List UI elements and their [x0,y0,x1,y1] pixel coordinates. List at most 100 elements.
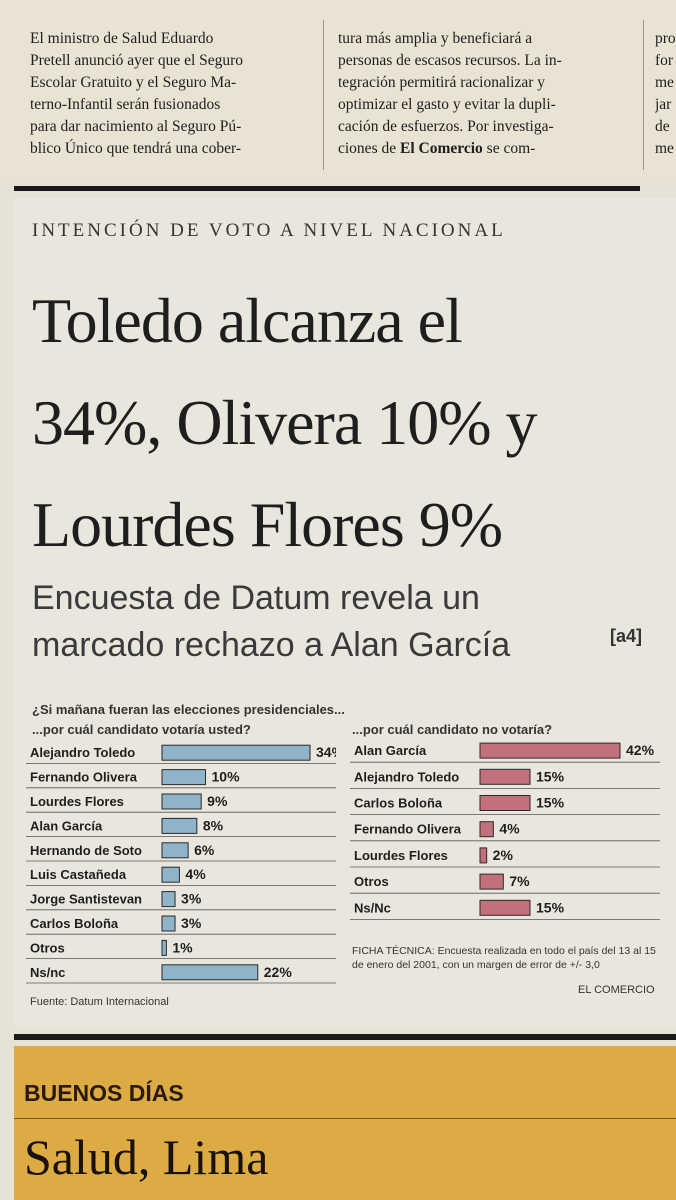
bar [479,768,531,785]
section-title: Salud, Lima [24,1129,269,1185]
bar [479,821,494,838]
article-line: me [655,140,674,157]
bar [161,817,198,834]
category-label: Alejandro Toledo [354,769,459,784]
page-reference: [a4] [610,626,643,646]
category-label: Lourdes Flores [354,848,448,863]
chart-not-vote: Alan García 42% Alejandro Toledo 15% Carlos … [350,742,660,920]
article-text: se com- [482,140,536,157]
article-text: ciones de [338,140,400,157]
article-line: me [655,74,674,91]
bar [161,866,180,883]
bar [161,891,176,908]
section-rule [14,186,640,191]
article-line: pro [655,30,676,47]
category-label: Fernando Olivera [30,770,138,785]
chart-vote-for: Alejandro Toledo 34% Fernando Olivera 10% Lo… [26,744,336,984]
column-divider [323,20,324,170]
bar [161,842,189,859]
article-line: cación de esfuerzos. Por investiga- [338,118,554,135]
headline: Toledo alcanza el 34%, Olivera 10% y Lou… [32,270,672,576]
article-column-1: El ministro de Salud Eduardo Pretell anu… [30,28,313,160]
chart-right-subtitle: ...por cuál candidato no votaría? [352,722,553,737]
value-label: 34% [316,744,336,760]
section-divider [14,1118,676,1119]
bar [161,964,259,981]
buenos-dias-section [14,1046,676,1200]
article-line: personas de escasos recursos. La in- [338,52,562,69]
bar [161,915,176,932]
deck: Encuesta de Datum revela un marcado rech… [32,575,652,669]
article-line: terno-Infantil serán fusionados [30,96,221,113]
category-label: Carlos Boloña [354,796,443,811]
article-line: para dar nacimiento al Seguro Pú- [30,118,242,135]
category-label: Otros [30,940,65,955]
category-label: Alan García [30,818,103,833]
value-label: 9% [207,793,228,809]
article-line: blico Único que tendrá una cober- [30,140,242,157]
bar [479,795,531,811]
technical-note: FICHA TÉCNICA: Encuesta realizada en tod… [352,945,656,971]
article-column-3: pro for me jar de me [655,28,676,160]
poll-box [14,198,676,1028]
value-label: 7% [509,873,530,889]
value-label: 4% [185,866,206,882]
newspaper-name: El Comercio [399,140,483,157]
category-label: Carlos Boloña [30,916,119,931]
value-label: 15% [536,768,565,784]
article-line: El ministro de Salud Eduardo [30,30,214,47]
value-label: 6% [194,842,215,858]
article-line: optimizar el gasto y evitar la dupli- [338,96,556,113]
column-divider [643,20,644,170]
category-label: Hernando de Soto [30,843,142,858]
headline-line: Lourdes Flores 9% [32,489,503,560]
bar [479,899,531,916]
article-line: tegración permitirá racionalizar y [338,74,545,91]
value-label: 4% [499,821,520,837]
bar [161,939,167,956]
bar [161,744,311,761]
chart-question: ¿Si mañana fueran las elecciones preside… [32,702,345,717]
value-label: 3% [181,915,202,931]
value-label: 15% [536,899,565,915]
category-label: Alan García [354,743,427,758]
article-line: Escolar Gratuito y el Seguro Ma- [30,74,237,91]
bar [161,793,202,810]
bar [479,742,621,759]
article-line: tura más amplia y beneficiará a [338,30,533,47]
deck-line: marcado rechazo a Alan García [32,626,511,664]
top-article: El ministro de Salud Eduardo Pretell anu… [0,0,676,182]
value-label: 8% [203,817,224,833]
chart-left-subtitle: ...por cuál candidato votaría usted? [32,722,251,737]
headline-line: 34%, Olivera 10% y [32,387,538,458]
article-column-2: tura más amplia y beneficiará a personas… [338,28,634,160]
category-label: Alejandro Toledo [30,745,135,760]
bar [479,847,488,864]
category-label: Ns/nc [30,965,65,980]
value-label: 22% [264,964,293,980]
value-label: 10% [212,769,241,785]
category-label: Otros [354,874,389,889]
category-label: Ns/Nc [354,900,391,915]
article-line: jar [655,96,672,113]
bar [161,769,207,786]
kicker: INTENCIÓN DE VOTO A NIVEL NACIONAL [32,220,506,241]
article-line: ciones de El Comercio se com- [338,138,634,160]
value-label: 3% [181,891,202,907]
value-label: 2% [493,847,514,863]
source-note: Fuente: Datum Internacional [30,996,169,1008]
category-label: Luis Castañeda [30,867,127,882]
section-label: BUENOS DÍAS [24,1080,184,1106]
category-label: Lourdes Flores [30,794,124,809]
value-label: 42% [626,742,655,758]
article-line: Pretell anunció ayer que el Seguro [30,52,244,69]
headline-line: Toledo alcanza el [32,285,463,356]
bar [479,873,504,890]
category-label: Jorge Santistevan [30,892,142,907]
category-label: Fernando Olivera [354,822,462,837]
article-line: de [655,118,670,135]
brand-credit: EL COMERCIO [578,984,655,996]
value-label: 1% [172,939,193,955]
value-label: 15% [536,795,565,811]
section-rule [14,1034,676,1040]
